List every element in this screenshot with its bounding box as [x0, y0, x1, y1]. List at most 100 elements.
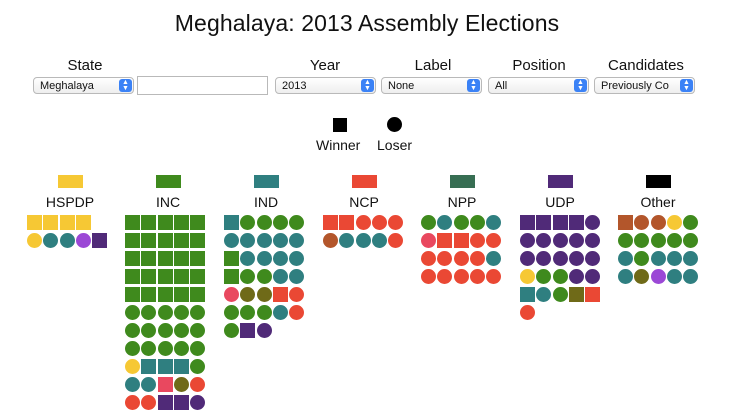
winner-seat[interactable]: [190, 287, 206, 302]
loser-seat[interactable]: [224, 323, 239, 338]
winner-seat[interactable]: [157, 215, 173, 230]
loser-seat[interactable]: [371, 215, 387, 230]
winner-seat[interactable]: [272, 287, 288, 302]
year-select[interactable]: 2013 ▲ ▼: [275, 77, 376, 94]
loser-seat[interactable]: [272, 233, 288, 248]
loser-seat[interactable]: [650, 251, 666, 266]
loser-seat[interactable]: [552, 233, 568, 248]
winner-seat[interactable]: [92, 233, 108, 248]
winner-seat[interactable]: [157, 269, 173, 284]
label-select[interactable]: None ▲ ▼: [381, 77, 482, 94]
loser-seat[interactable]: [618, 269, 633, 284]
loser-seat[interactable]: [371, 233, 387, 248]
loser-seat[interactable]: [240, 233, 256, 248]
loser-seat[interactable]: [141, 341, 157, 356]
loser-seat[interactable]: [157, 305, 173, 320]
loser-seat[interactable]: [125, 341, 140, 356]
loser-seat[interactable]: [536, 251, 552, 266]
loser-seat[interactable]: [272, 215, 288, 230]
winner-seat[interactable]: [173, 395, 189, 410]
loser-seat[interactable]: [141, 323, 157, 338]
loser-seat[interactable]: [421, 269, 436, 284]
winner-seat[interactable]: [173, 215, 189, 230]
loser-seat[interactable]: [125, 305, 140, 320]
loser-seat[interactable]: [190, 341, 206, 356]
loser-seat[interactable]: [520, 269, 535, 284]
loser-seat[interactable]: [224, 305, 239, 320]
winner-seat[interactable]: [585, 287, 601, 302]
loser-seat[interactable]: [125, 359, 140, 374]
loser-seat[interactable]: [469, 215, 485, 230]
loser-seat[interactable]: [240, 251, 256, 266]
winner-seat[interactable]: [141, 215, 157, 230]
winner-seat[interactable]: [190, 251, 206, 266]
loser-seat[interactable]: [190, 323, 206, 338]
candidates-select[interactable]: Previously Co ▲ ▼: [594, 77, 695, 94]
loser-seat[interactable]: [289, 305, 305, 320]
loser-seat[interactable]: [585, 215, 601, 230]
loser-seat[interactable]: [618, 251, 633, 266]
position-select[interactable]: All ▲ ▼: [488, 77, 589, 94]
loser-seat[interactable]: [453, 215, 469, 230]
loser-seat[interactable]: [453, 269, 469, 284]
winner-seat[interactable]: [157, 359, 173, 374]
loser-seat[interactable]: [141, 377, 157, 392]
winner-seat[interactable]: [157, 233, 173, 248]
loser-seat[interactable]: [157, 323, 173, 338]
loser-seat[interactable]: [650, 215, 666, 230]
winner-seat[interactable]: [43, 215, 59, 230]
winner-seat[interactable]: [125, 251, 140, 266]
loser-seat[interactable]: [666, 269, 682, 284]
winner-seat[interactable]: [339, 215, 355, 230]
winner-seat[interactable]: [520, 215, 535, 230]
loser-seat[interactable]: [125, 395, 140, 410]
winner-seat[interactable]: [173, 269, 189, 284]
loser-seat[interactable]: [43, 233, 59, 248]
winner-seat[interactable]: [59, 215, 75, 230]
loser-seat[interactable]: [568, 233, 584, 248]
loser-seat[interactable]: [520, 233, 535, 248]
loser-seat[interactable]: [173, 305, 189, 320]
winner-seat[interactable]: [125, 269, 140, 284]
loser-seat[interactable]: [585, 269, 601, 284]
loser-seat[interactable]: [75, 233, 91, 248]
loser-seat[interactable]: [618, 233, 633, 248]
loser-seat[interactable]: [437, 269, 453, 284]
loser-seat[interactable]: [634, 269, 650, 284]
loser-seat[interactable]: [421, 233, 436, 248]
winner-seat[interactable]: [190, 233, 206, 248]
loser-seat[interactable]: [437, 215, 453, 230]
loser-seat[interactable]: [190, 359, 206, 374]
winner-seat[interactable]: [157, 287, 173, 302]
winner-seat[interactable]: [173, 233, 189, 248]
winner-seat[interactable]: [157, 251, 173, 266]
loser-seat[interactable]: [173, 377, 189, 392]
winner-seat[interactable]: [190, 215, 206, 230]
loser-seat[interactable]: [634, 251, 650, 266]
winner-seat[interactable]: [224, 251, 239, 266]
loser-seat[interactable]: [453, 251, 469, 266]
winner-seat[interactable]: [552, 215, 568, 230]
loser-seat[interactable]: [355, 233, 371, 248]
winner-seat[interactable]: [125, 287, 140, 302]
loser-seat[interactable]: [125, 323, 140, 338]
loser-seat[interactable]: [256, 305, 272, 320]
loser-seat[interactable]: [27, 233, 42, 248]
winner-seat[interactable]: [141, 287, 157, 302]
loser-seat[interactable]: [289, 251, 305, 266]
winner-seat[interactable]: [520, 287, 535, 302]
loser-seat[interactable]: [256, 233, 272, 248]
loser-seat[interactable]: [240, 215, 256, 230]
winner-seat[interactable]: [453, 233, 469, 248]
loser-seat[interactable]: [634, 233, 650, 248]
winner-seat[interactable]: [173, 287, 189, 302]
loser-seat[interactable]: [536, 287, 552, 302]
loser-seat[interactable]: [568, 251, 584, 266]
loser-seat[interactable]: [141, 395, 157, 410]
loser-seat[interactable]: [486, 215, 502, 230]
loser-seat[interactable]: [256, 215, 272, 230]
winner-seat[interactable]: [125, 233, 140, 248]
loser-seat[interactable]: [585, 233, 601, 248]
loser-seat[interactable]: [190, 377, 206, 392]
loser-seat[interactable]: [256, 269, 272, 284]
